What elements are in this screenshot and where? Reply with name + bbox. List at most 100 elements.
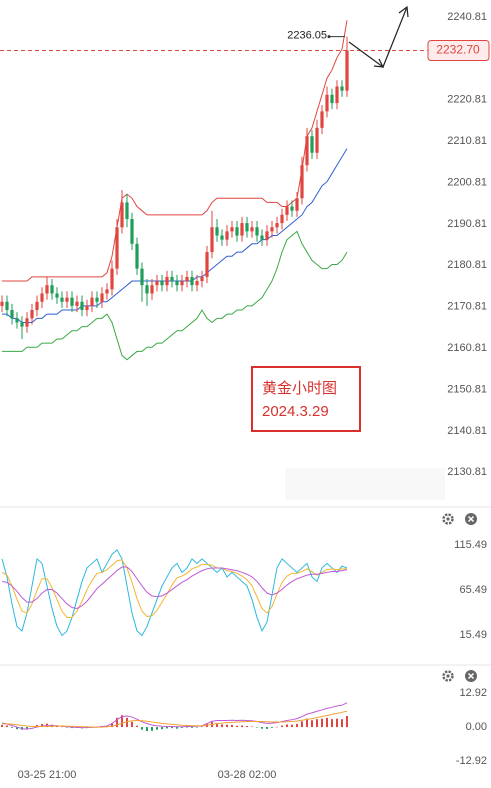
candle-body xyxy=(90,297,94,306)
candle-body xyxy=(95,297,99,302)
candle-body xyxy=(305,136,309,166)
candle-body xyxy=(245,223,249,232)
candle-body xyxy=(110,268,114,290)
annotation-text: 黄金小时图 xyxy=(262,380,337,397)
candle-body xyxy=(185,276,189,282)
histogram-bar xyxy=(26,727,28,729)
candle-body xyxy=(75,301,79,306)
y-tick-label: 2150.81 xyxy=(447,383,487,395)
candle-body xyxy=(40,293,44,302)
watermark-blur xyxy=(285,468,445,500)
indicator-line xyxy=(2,230,348,361)
histogram-bar xyxy=(141,727,143,730)
candle-body xyxy=(275,223,279,228)
indicator-line xyxy=(1,549,348,637)
y-tick-label: 2210.81 xyxy=(447,135,487,147)
histogram-bar xyxy=(286,724,288,728)
y-tick-label: 0.00 xyxy=(466,721,487,733)
candle-body xyxy=(70,297,74,306)
y-tick-label: 2170.81 xyxy=(447,301,487,313)
candle-body xyxy=(0,301,4,306)
candle-body xyxy=(155,281,159,286)
histogram-bar xyxy=(111,723,113,728)
y-tick-label: 2130.81 xyxy=(447,466,487,478)
high-label: 2236.05 xyxy=(287,30,327,42)
candle-body xyxy=(315,127,319,153)
settings-icon[interactable] xyxy=(442,513,454,525)
histogram-bar xyxy=(166,727,168,729)
histogram-bar xyxy=(191,727,193,728)
candle-body xyxy=(165,276,169,286)
candle-body xyxy=(60,297,64,302)
candle-body xyxy=(280,214,284,224)
y-tick-label: 115.49 xyxy=(454,539,487,551)
candle-body xyxy=(85,305,89,311)
candle-body xyxy=(10,310,14,319)
histogram-bar xyxy=(316,719,318,728)
candle-body xyxy=(115,227,119,269)
candle-body xyxy=(170,276,174,282)
candle-body xyxy=(160,281,164,286)
candle-body xyxy=(25,318,29,327)
candle-body xyxy=(235,227,239,236)
y-tick-label: 2200.81 xyxy=(447,176,487,188)
close-icon[interactable] xyxy=(465,670,477,682)
candle-body xyxy=(345,50,349,91)
candle-body xyxy=(220,235,224,240)
candle-body xyxy=(215,227,219,236)
histogram-bar xyxy=(126,717,128,728)
histogram-bar xyxy=(231,724,233,728)
candle-body xyxy=(135,243,139,269)
candle-body xyxy=(190,276,194,286)
indicator-line xyxy=(1,702,348,730)
candle-body xyxy=(200,276,204,282)
histogram-bar xyxy=(116,717,118,728)
histogram-bar xyxy=(336,718,338,728)
candle-body xyxy=(250,227,254,232)
histogram-bar xyxy=(161,727,163,730)
histogram-bar xyxy=(226,724,228,728)
candle-body xyxy=(140,268,144,286)
histogram-bar xyxy=(251,726,253,728)
histogram-bar xyxy=(241,725,243,728)
histogram-bar xyxy=(156,727,158,730)
y-tick-label: 12.92 xyxy=(459,687,487,699)
histogram-bar xyxy=(16,727,18,730)
histogram-bar xyxy=(171,727,173,729)
candle-body xyxy=(260,235,264,240)
candle-body xyxy=(270,227,274,232)
histogram-bar xyxy=(281,725,283,728)
histogram-bar xyxy=(291,724,293,728)
histogram-bar xyxy=(36,724,38,728)
histogram-bar xyxy=(276,726,278,728)
y-tick-label: 15.49 xyxy=(459,629,487,641)
candle-body xyxy=(50,285,54,294)
last-price-box xyxy=(427,40,490,61)
close-icon[interactable] xyxy=(465,513,477,525)
candle-body xyxy=(150,285,154,294)
histogram-bar xyxy=(321,718,323,728)
y-tick-label: -12.92 xyxy=(456,755,487,767)
hand-arrow xyxy=(348,5,409,68)
candle-body xyxy=(295,198,299,211)
candle-body xyxy=(105,289,109,294)
settings-icon[interactable] xyxy=(442,670,454,682)
histogram-bar xyxy=(66,727,68,728)
candle-body xyxy=(5,301,9,311)
y-tick-label: 2160.81 xyxy=(447,342,487,354)
candle-body xyxy=(310,136,314,153)
indicator-line xyxy=(1,566,348,609)
histogram-bar xyxy=(296,723,298,728)
candle-body xyxy=(335,86,339,104)
candle-body xyxy=(130,218,134,244)
histogram-bar xyxy=(311,720,313,728)
candle-body xyxy=(65,297,69,302)
candle-body xyxy=(340,86,344,91)
histogram-bar xyxy=(11,727,13,728)
candle-body xyxy=(330,94,334,104)
indicator-line xyxy=(2,710,348,728)
histogram-bar xyxy=(221,724,223,728)
histogram-bar xyxy=(196,727,198,728)
